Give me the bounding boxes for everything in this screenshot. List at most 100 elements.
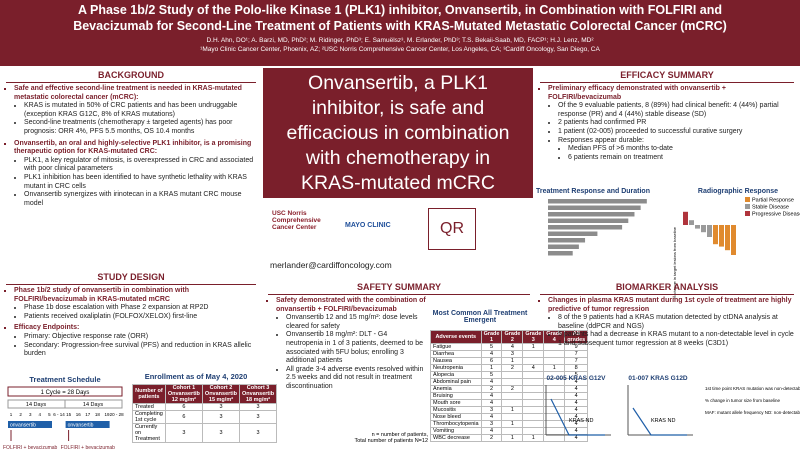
biomarker-list: Changes in plasma KRAS mutant during 1st… bbox=[538, 294, 796, 349]
cell: 3 bbox=[480, 420, 503, 428]
cell: Alopecia bbox=[430, 371, 482, 379]
day-label: 2 bbox=[19, 412, 22, 417]
note: % change in tumor size from baseline bbox=[705, 398, 781, 403]
cell: Fatigue bbox=[430, 343, 482, 351]
bullet: Secondary: Progression-free survival (PF… bbox=[24, 342, 258, 359]
bar bbox=[707, 225, 712, 237]
cell: 4 bbox=[480, 350, 503, 358]
affiliations: ¹Mayo Clinic Cancer Center, Phoenix, AZ;… bbox=[200, 46, 600, 53]
header-cell: Cohort 1 Onvansertib 12 mg/m² bbox=[164, 384, 203, 404]
bullet-list: 8 of the 9 patients had a KRAS mutation … bbox=[548, 314, 796, 348]
day-label: 3 bbox=[29, 412, 32, 417]
bullet: Onvansertib, an oral and highly-selectiv… bbox=[14, 140, 258, 209]
chemo-label: FOLFIRI + bevacizumab bbox=[61, 445, 116, 451]
row: Treated 6 3 3 bbox=[132, 403, 278, 411]
cell: Mouth sore bbox=[430, 399, 482, 407]
section-heading: SAFETY SUMMARY bbox=[268, 282, 530, 295]
drug-label: onvansertib bbox=[10, 423, 36, 429]
bullet: Preliminary efficacy demonstrated with o… bbox=[548, 85, 796, 162]
legend-label: Progressive Disease bbox=[752, 212, 800, 218]
cell: 1 bbox=[501, 420, 524, 428]
cell: 3 bbox=[201, 423, 241, 443]
bullet-list: Of the 9 evaluable patients, 8 (89%) had… bbox=[548, 102, 796, 162]
half-label: 14 Days bbox=[83, 402, 103, 408]
row: Mucositis 3 1 4 bbox=[430, 406, 589, 414]
cell: 4 bbox=[501, 343, 524, 351]
header-cell: Cohort 2 Onvansertib 15 mg/m² bbox=[201, 384, 241, 404]
annotation: KRAS ND bbox=[569, 418, 593, 424]
cycle-box bbox=[7, 386, 123, 397]
cell: 4 bbox=[480, 413, 503, 421]
row: Completing 1st cycle 6 3 3 bbox=[132, 410, 278, 424]
safety-list: Safety demonstrated with the combination… bbox=[266, 294, 426, 392]
cell: 1 bbox=[501, 406, 524, 414]
chart-title: 01-007 KRAS G12D bbox=[628, 375, 688, 382]
bullet-text: Responses appear durable: bbox=[558, 136, 645, 144]
day-label: 1 bbox=[10, 412, 13, 417]
bar bbox=[683, 211, 688, 225]
cell: 1 bbox=[480, 364, 503, 372]
bullet: Primary: Objective response rate (ORR) bbox=[24, 333, 258, 342]
bullet: All grade 3-4 adverse events resolved wi… bbox=[286, 366, 426, 392]
table: Adverse events Grade 1 Grade 2 Grade 3 Grade… bbox=[430, 330, 589, 442]
legend-swatch bbox=[745, 211, 750, 216]
row: WBC decrease 2 1 1 4 bbox=[430, 434, 589, 442]
bullet: KRAS is mutated in 50% of CRC patients a… bbox=[24, 102, 258, 119]
bullet: Of the 9 evaluable patients, 8 (89%) had… bbox=[558, 102, 796, 119]
cell: 3 bbox=[239, 423, 278, 443]
note: n = number of patients, bbox=[371, 432, 428, 438]
header-cell: Grade 2 bbox=[501, 330, 524, 344]
enrollment: Number of patients Cohort 1 Onvansertib 1… bbox=[132, 384, 278, 443]
bar bbox=[725, 225, 730, 251]
qr-code: QR bbox=[428, 208, 476, 250]
drug-bar bbox=[65, 421, 110, 428]
half-label: 14 Days bbox=[26, 402, 46, 408]
cell: Bruising bbox=[430, 392, 482, 400]
table-title: Most Common All Treatment Emergent bbox=[432, 310, 528, 324]
cell: 4 bbox=[480, 399, 503, 407]
bar bbox=[695, 225, 700, 229]
cell: Mucositis bbox=[430, 406, 482, 414]
cell: 6 bbox=[164, 403, 203, 411]
key-message: Onvansertib, a PLK1 inhibitor, is safe a… bbox=[263, 68, 533, 198]
bullet: Efficacy Endpoints:Primary: Objective re… bbox=[14, 324, 258, 358]
cell bbox=[501, 399, 524, 407]
table-note: n = number of patients, Total number of p… bbox=[318, 432, 428, 444]
bullet-text: Safety demonstrated with the combination… bbox=[276, 297, 426, 313]
bullet: 1 patient (02-005) proceeded to successf… bbox=[558, 128, 796, 137]
chart-title: Treatment Response and Duration bbox=[536, 188, 650, 195]
chart-title: Radiographic Response bbox=[698, 188, 778, 195]
bullet-list: PLK1, a key regulator of mitosis, is ove… bbox=[14, 157, 258, 209]
bar bbox=[701, 225, 706, 233]
cell bbox=[501, 413, 524, 421]
cell: 2 bbox=[480, 385, 503, 393]
cell: 1 bbox=[501, 357, 524, 365]
bullet-text: Safe and effective second-line treatment… bbox=[14, 85, 242, 101]
note: 1st time point KRAS mutation was non-det… bbox=[705, 386, 800, 391]
logo: USC Norris Comprehensive Cancer Center bbox=[272, 210, 321, 231]
cell: Thrombocytopenia bbox=[430, 420, 482, 428]
cell: Abdominal pain bbox=[430, 378, 482, 386]
bullet-text: Efficacy Endpoints: bbox=[14, 324, 80, 332]
line bbox=[550, 398, 605, 436]
bullet-text: Changes in plasma KRAS mutant during 1st… bbox=[548, 297, 792, 313]
bar bbox=[713, 225, 718, 245]
header-cell: All grades bbox=[564, 330, 589, 344]
header: A Phase 1b/2 Study of the Polo-like Kina… bbox=[0, 0, 800, 66]
row: Neutropenia 1 2 4 1 8 bbox=[430, 364, 589, 372]
header-cell: Number of patients bbox=[132, 384, 166, 404]
cell: 3 bbox=[501, 350, 524, 358]
drug-bar bbox=[8, 421, 52, 428]
row: Alopecia 5 5 bbox=[430, 371, 589, 379]
section-heading: EFFICACY SUMMARY bbox=[540, 70, 794, 83]
bullet-list: Phase 1b dose escalation with Phase 2 ex… bbox=[14, 304, 258, 321]
cell: 3 bbox=[239, 403, 278, 411]
cell: Nausea bbox=[430, 357, 482, 365]
bar bbox=[548, 225, 623, 230]
bullet: 5 patients had a decrease in KRAS mutant… bbox=[558, 331, 796, 348]
day-label: 18 bbox=[95, 412, 101, 417]
header-cell: Grade 1 bbox=[480, 330, 503, 344]
cell: 2 bbox=[501, 385, 524, 393]
schedule-title: Treatment Schedule bbox=[29, 375, 100, 384]
